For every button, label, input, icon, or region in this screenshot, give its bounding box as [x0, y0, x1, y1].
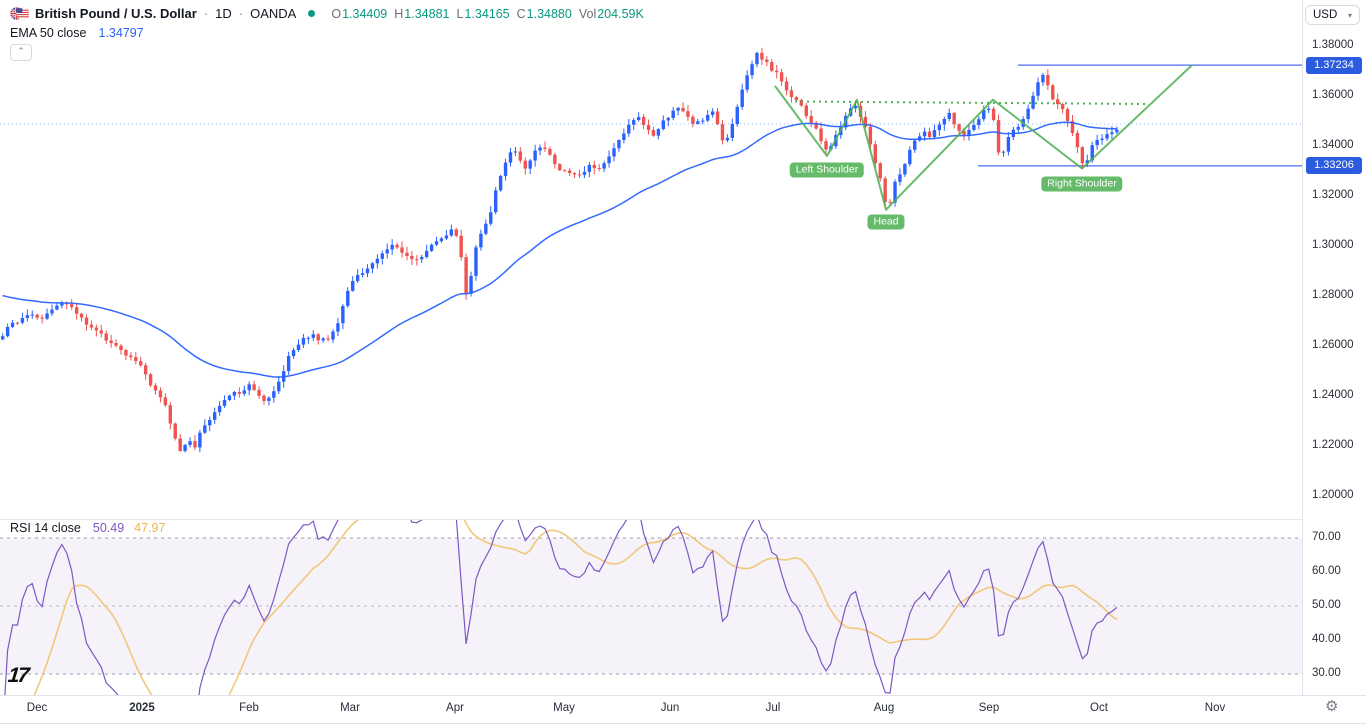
price-level-badge: 1.33206: [1306, 157, 1362, 175]
open-value: 1.34409: [342, 6, 388, 21]
time-tick-label: 2025: [129, 702, 155, 714]
market-status-dot: [308, 10, 316, 17]
interval-label[interactable]: 1D: [215, 6, 232, 21]
ema-legend[interactable]: EMA 50 close 1.34797: [10, 26, 144, 40]
low-value: 1.34165: [464, 6, 510, 21]
close-value: 1.34880: [526, 6, 572, 21]
currency-selector[interactable]: USD ▾: [1305, 5, 1360, 25]
ema-legend-value: 1.34797: [98, 26, 144, 40]
time-tick-label: Aug: [873, 702, 895, 714]
chart-canvas[interactable]: [0, 0, 1302, 695]
right-shoulder-label[interactable]: Right Shoulder: [1041, 176, 1123, 191]
time-tick-label: Apr: [446, 702, 464, 714]
ohlc-readout: O1.34409 H1.34881 L1.34165 C1.34880 Vol2…: [331, 6, 644, 21]
rsi-tick-label: 50.00: [1312, 599, 1341, 611]
time-tick-label: Jul: [765, 702, 781, 714]
symbol-title[interactable]: British Pound / U.S. Dollar: [35, 6, 197, 21]
rsi-tick-label: 30.00: [1312, 667, 1341, 679]
gbpusd-flag-icon: [10, 7, 29, 20]
price-tick-label: 1.22000: [1312, 439, 1354, 451]
time-tick-label: Feb: [239, 702, 259, 714]
price-tick-label: 1.38000: [1312, 39, 1354, 51]
separator-dot: ·: [203, 6, 209, 21]
symbol-legend: British Pound / U.S. Dollar · 1D · OANDA…: [10, 6, 644, 21]
time-tick-label: Oct: [1090, 702, 1108, 714]
price-tick-label: 1.30000: [1312, 239, 1354, 251]
price-tick-label: 1.32000: [1312, 189, 1354, 201]
rsi-tick-label: 40.00: [1312, 633, 1341, 645]
rsi-tick-label: 70.00: [1312, 531, 1341, 543]
rsi-tick-label: 60.00: [1312, 565, 1341, 577]
collapse-legend-button[interactable]: ⌃: [10, 44, 32, 61]
price-tick-label: 1.26000: [1312, 339, 1354, 351]
exchange-label[interactable]: OANDA: [250, 6, 297, 21]
rsi-ma-value: 47.97: [134, 521, 166, 535]
separator-dot: ·: [238, 6, 244, 21]
price-tick-label: 1.36000: [1312, 89, 1354, 101]
left-shoulder-label[interactable]: Left Shoulder: [789, 162, 865, 178]
head-label[interactable]: Head: [867, 214, 905, 230]
price-tick-label: 1.24000: [1312, 389, 1354, 401]
rsi-value: 50.49: [92, 521, 125, 535]
price-tick-label: 1.20000: [1312, 489, 1354, 501]
price-axis[interactable]: 1.38000 1.36000 1.34000 1.32000 1.30000 1.280…: [1302, 0, 1366, 695]
time-tick-label: Nov: [1204, 702, 1226, 714]
axis-settings-gear-icon[interactable]: ⚙: [1325, 698, 1339, 715]
rsi-legend[interactable]: RSI 14 close 50.49 47.97: [10, 521, 165, 535]
chevron-down-icon: ▾: [1347, 10, 1352, 20]
time-tick-label: Mar: [340, 702, 360, 714]
time-tick-label: Jun: [660, 702, 680, 714]
ema-legend-name: EMA 50 close: [10, 26, 87, 40]
currency-label: USD: [1313, 9, 1338, 21]
time-axis[interactable]: Dec 2025 Feb Mar Apr May Jun Jul Aug Sep Oct Nov: [0, 695, 1366, 724]
time-tick-label: Sep: [978, 702, 1000, 714]
tradingview-logo[interactable]: 17: [6, 664, 29, 687]
time-tick-label: Dec: [26, 702, 48, 714]
price-level-badge: 1.37234: [1306, 56, 1362, 74]
time-tick-label: May: [553, 702, 575, 714]
rsi-legend-name: RSI 14 close: [10, 521, 81, 535]
volume-value: 204.59K: [597, 6, 644, 21]
high-value: 1.34881: [404, 6, 450, 21]
price-tick-label: 1.34000: [1312, 139, 1354, 151]
pane-separator[interactable]: [0, 519, 1302, 520]
price-tick-label: 1.28000: [1312, 289, 1354, 301]
chevron-up-icon: ⌃: [17, 46, 25, 56]
